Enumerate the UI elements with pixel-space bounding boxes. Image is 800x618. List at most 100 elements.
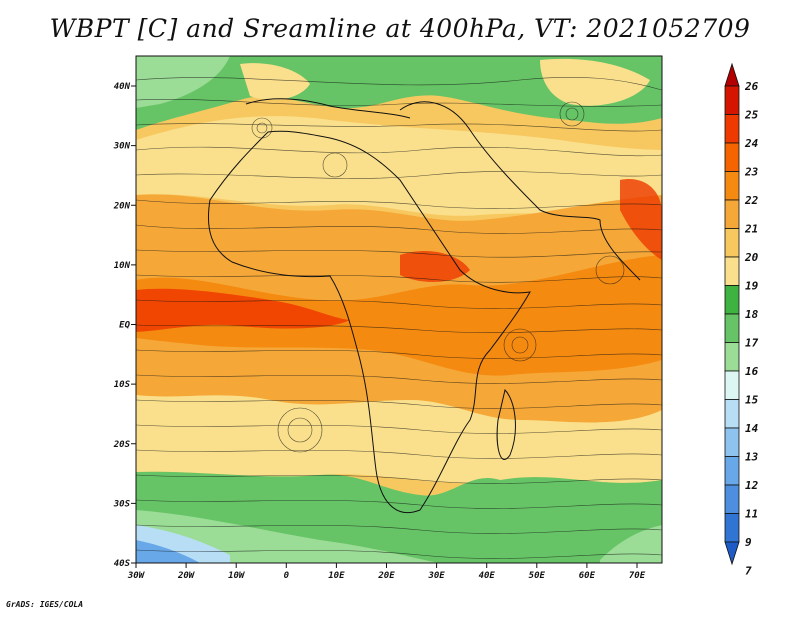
colorbar-box [724,313,740,343]
shade-ne-yellow-patch [540,58,650,106]
colorbar-box [724,370,740,400]
streamline [136,424,662,434]
lon-tick-label: 20W [177,571,196,581]
streamline [136,123,662,132]
colorbar-box [724,228,740,258]
lat-axis: 40N 30N 20N 10N EQ 10S 20S 30S 40S [113,82,136,569]
colorbar-box [724,484,740,514]
colorbar-box [724,513,740,543]
coastlines [207,98,641,514]
lat-tick-label: 20S [113,440,131,450]
streamline [136,199,662,209]
shade-north-lightyellow [136,116,662,216]
colorbar-label: 25 [744,109,759,122]
colorbar-label: 11 [745,508,758,521]
colorbar-label: 16 [745,365,759,378]
lon-tick-label: 20E [377,571,395,581]
madagascar-coast [496,389,516,461]
lat-tick-label: 30N [113,142,131,152]
colorbar-label: 21 [744,223,758,236]
lon-tick-label: 40E [479,571,496,581]
colorbar-box [724,285,740,315]
streamline [136,274,662,283]
colorbar: 26 25 24 23 22 21 20 19 18 17 16 15 14 13 12 11 9 7 [724,62,759,578]
shade-south-lightyellow [136,395,662,483]
streamline [136,224,662,234]
shade-north-yellow-patch [240,63,310,100]
colorbar-label: 20 [744,251,759,264]
vortex [287,417,313,443]
lon-tick-label: 10E [328,571,345,581]
shade-north-lightgreen [136,56,230,108]
colorbar-label: 26 [744,80,759,93]
colorbar-label: 14 [745,422,759,435]
streamline [136,249,662,258]
colorbar-label: 19 [745,280,759,293]
colorbar-label: 12 [745,479,759,492]
vortex [256,122,268,134]
colorbar-label: 9 [745,536,752,549]
colorbar-label: 7 [745,565,752,578]
shade-south-blue [136,540,200,563]
streamline [136,399,662,409]
vortex [559,101,585,127]
lat-tick-label: 30S [113,499,131,509]
colorbar-box [724,199,740,229]
lat-tick-label: 20N [113,201,131,211]
lat-tick-label: 40N [114,82,131,92]
vortex [511,336,529,354]
wbpt-shading [136,56,662,563]
streamline [136,349,662,359]
colorbar-label: 24 [744,137,759,150]
streamline [136,549,662,559]
arabia-coast [399,101,641,281]
streamline [136,499,662,509]
mediterranean-coast [245,98,411,119]
streamline [136,76,662,91]
streamlines [136,76,662,559]
shade-east-red [620,179,662,260]
lon-tick-label: 0 [284,571,290,581]
streamline [136,324,662,333]
streamline [136,474,662,484]
africa-coast [207,130,531,514]
colorbar-label: 15 [745,394,759,407]
map-frame [135,55,663,564]
colorbar-label: 22 [744,194,759,207]
colorbar-label: 17 [745,337,759,350]
vortex [277,407,323,453]
colorbar-label: 18 [745,308,759,321]
colorbar-label: 13 [745,451,759,464]
vortex [565,107,579,121]
grads-credit: GrADS: IGES/COLA [6,600,84,609]
streamline [136,374,662,384]
colorbar-box [724,142,740,172]
streamline [136,299,662,309]
lon-tick-label: 60E [579,571,596,581]
colorbar-box [724,85,740,115]
colorbar-top-arrow [724,62,740,87]
lat-tick-label: 10S [114,380,131,390]
shade-equator-darkorange [136,255,662,376]
streamline [136,524,662,534]
lon-tick-label: 10W [228,571,246,581]
lon-tick-label: 70E [629,571,646,581]
colorbar-box [724,456,740,486]
vortex [503,328,537,362]
colorbar-box [724,114,740,144]
colorbar-label: 23 [744,166,759,179]
colorbar-box [724,399,740,429]
lon-tick-label: 30W [127,571,146,581]
colorbar-box [724,256,740,286]
shade-equator-red [136,288,350,332]
lat-tick-label: 40S [114,559,131,569]
streamline [136,146,662,157]
lon-axis: 30W 20W 10W 0 10E 20E 30E 40E 50E 60E 70E [127,563,646,581]
streamline [136,171,662,179]
lat-tick-label: 10N [114,261,131,271]
chart-title: WBPT [C] and Sreamline at 400hPa, VT: 20… [49,14,751,43]
lon-tick-label: 50E [529,571,546,581]
streamline [136,449,662,459]
lon-tick-label: 30E [427,571,445,581]
